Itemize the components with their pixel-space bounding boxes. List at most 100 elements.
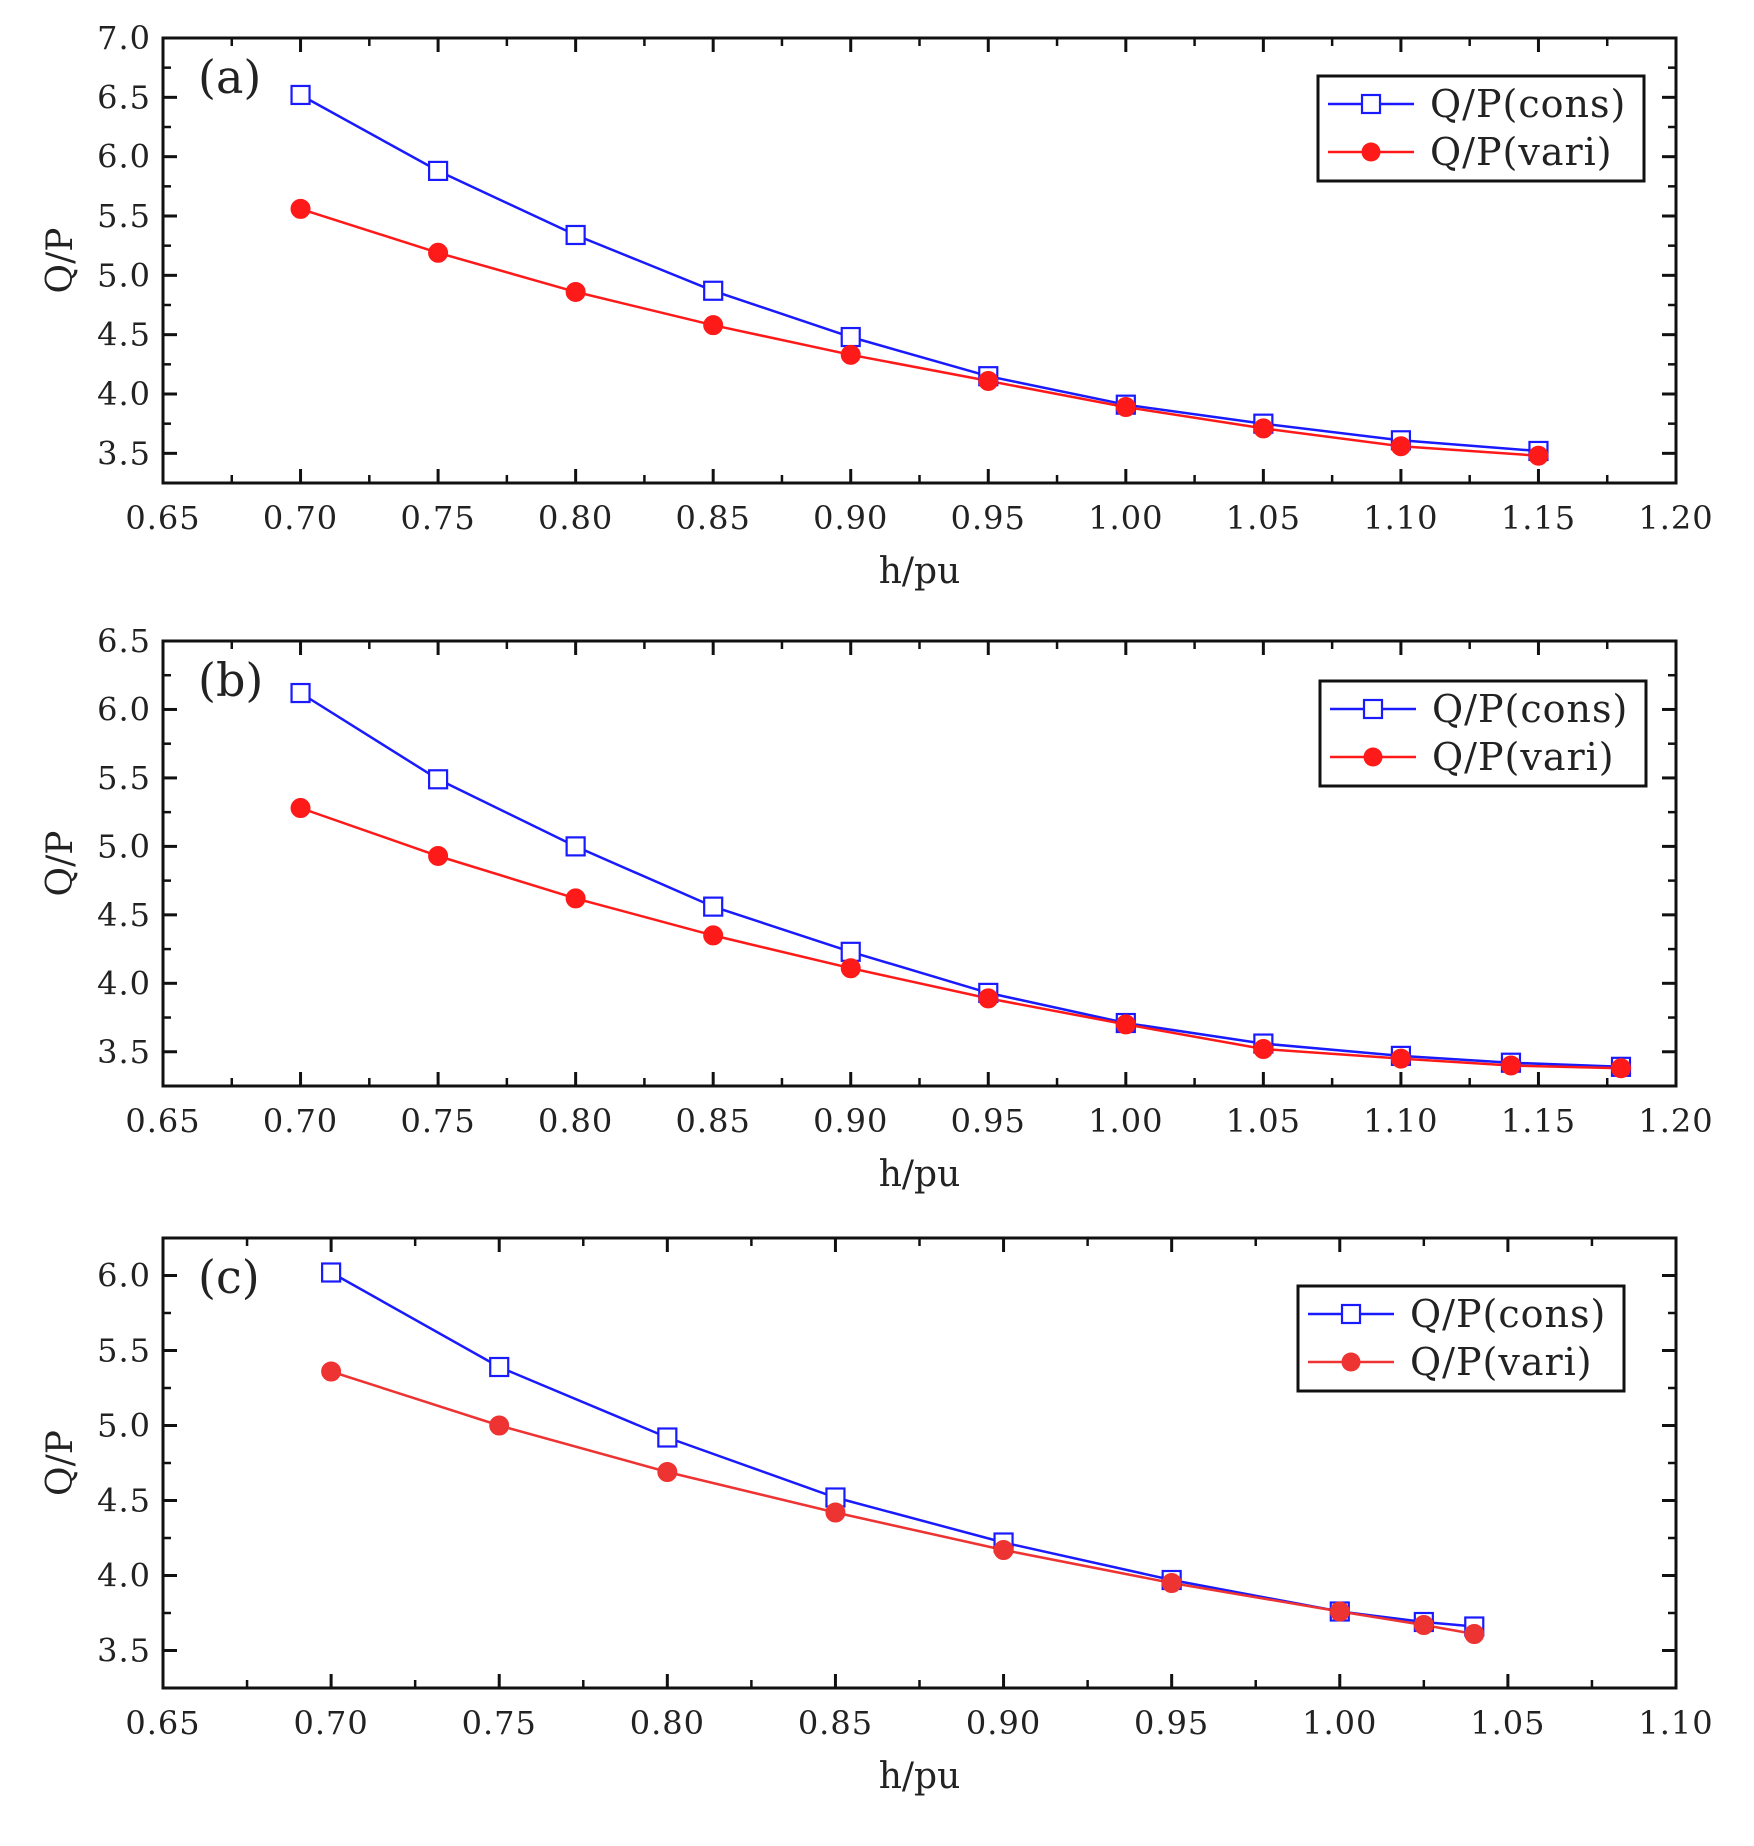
y-tick-label: 6.0 (97, 690, 151, 728)
y-tick-label: 5.5 (97, 197, 151, 235)
y-tick-label: 4.0 (97, 964, 151, 1002)
data-point-vari (978, 370, 999, 391)
y-axis-title: Q/P (40, 831, 81, 897)
y-tick-label: 5.0 (97, 1407, 151, 1445)
x-tick-label: 0.90 (966, 1704, 1041, 1742)
y-axis-title: Q/P (40, 228, 81, 294)
legend: Q/P(cons)Q/P(vari) (1296, 1284, 1626, 1393)
data-point-cons (703, 896, 724, 917)
x-tick-label: 0.95 (951, 499, 1026, 537)
data-point-cons (565, 836, 586, 857)
y-tick-label: 5.5 (97, 1332, 151, 1370)
x-tick-label: 0.85 (676, 499, 751, 537)
panel-label: (b) (198, 653, 263, 707)
y-tick-label: 5.0 (97, 256, 151, 294)
data-point-vari (1329, 1601, 1350, 1622)
x-axis-title: h/pu (879, 1154, 961, 1195)
data-point-vari (428, 242, 449, 263)
data-point-vari (840, 958, 861, 979)
legend-label-vari: Q/P(vari) (1430, 130, 1613, 174)
data-point-cons (321, 1262, 342, 1283)
data-point-vari (1253, 1039, 1274, 1060)
data-point-cons (290, 84, 311, 106)
legend-marker-circle-icon (1361, 142, 1381, 162)
x-tick-label: 0.75 (400, 499, 475, 537)
x-tick-label: 0.90 (813, 1102, 888, 1140)
data-point-vari (703, 925, 724, 946)
data-point-vari (290, 198, 311, 219)
data-point-vari (321, 1361, 342, 1382)
x-tick-label: 1.10 (1638, 1704, 1713, 1742)
legend-box (1318, 679, 1648, 788)
data-point-cons (703, 280, 724, 301)
legend: Q/P(cons)Q/P(vari) (1318, 679, 1648, 788)
data-point-cons (290, 682, 311, 704)
series-line-vari (300, 207, 1539, 457)
data-point-cons (657, 1427, 678, 1448)
x-tick-label: 1.00 (1302, 1704, 1377, 1742)
panel-a: 0.65 0.70 0.75 0.80 0.85 0.90 0.95 1.00 1.05 1.10… (40, 19, 1713, 592)
x-tick-label: 0.80 (538, 1102, 613, 1140)
legend-marker-square-icon (1360, 93, 1382, 115)
x-axis-title: h/pu (879, 551, 961, 592)
legend-box (1296, 1284, 1626, 1393)
x-tick-label: 0.70 (263, 499, 338, 537)
y-tick-label: 4.5 (97, 1482, 151, 1520)
data-point-cons (565, 224, 586, 246)
y-tick-label: 5.0 (97, 827, 151, 865)
y-tick-label: 4.0 (97, 375, 151, 413)
x-tick-label: 0.75 (400, 1102, 475, 1140)
x-tick-label: 1.15 (1501, 499, 1576, 537)
data-point-vari (1500, 1055, 1521, 1076)
x-tick-label: 0.95 (1134, 1704, 1209, 1742)
data-point-vari (1464, 1624, 1485, 1644)
y-tick-label: 6.0 (97, 1257, 151, 1295)
data-point-vari (1390, 1048, 1411, 1069)
y-tick-label: 5.5 (97, 759, 151, 797)
x-tick-label: 0.70 (263, 1102, 338, 1140)
y-tick-label: 3.5 (97, 434, 151, 472)
x-tick-label: 1.10 (1363, 499, 1438, 537)
data-point-cons (840, 326, 861, 348)
legend-label-vari: Q/P(vari) (1432, 735, 1615, 779)
data-point-cons (489, 1356, 510, 1378)
x-tick-label: 0.65 (125, 499, 200, 537)
y-tick-label: 6.5 (97, 78, 151, 116)
data-point-vari (1253, 418, 1274, 439)
data-point-cons (840, 941, 861, 962)
panel-label: (c) (198, 1250, 260, 1304)
y-tick-label: 3.5 (97, 1033, 151, 1071)
data-point-vari (993, 1540, 1014, 1560)
data-point-vari (565, 281, 586, 302)
data-point-vari (489, 1415, 510, 1436)
data-point-vari (1610, 1058, 1631, 1079)
x-tick-label: 1.05 (1470, 1704, 1545, 1742)
x-tick-label: 0.85 (798, 1704, 873, 1742)
x-tick-label: 1.20 (1638, 499, 1713, 537)
series-line-cons (299, 93, 1539, 453)
x-tick-label: 1.00 (1088, 499, 1163, 537)
y-tick-label: 6.0 (97, 138, 151, 176)
panel-b: 0.65 0.70 0.75 0.80 0.85 0.90 0.95 1.00 1.05 1.10… (40, 622, 1713, 1195)
data-point-vari (978, 988, 999, 1009)
legend: Q/P(cons)Q/P(vari) (1316, 74, 1646, 183)
panel-label: (a) (198, 50, 261, 104)
y-tick-label: 7.0 (97, 19, 151, 57)
x-tick-label: 0.75 (462, 1704, 537, 1742)
panel-c: 0.65 0.70 0.75 0.80 0.85 0.90 0.95 1.00 1.05 1.10… (40, 1236, 1713, 1797)
x-tick-label: 0.85 (676, 1102, 751, 1140)
legend-marker-circle-icon (1363, 747, 1383, 767)
legend-label-cons: Q/P(cons) (1430, 82, 1626, 126)
y-tick-label: 3.5 (97, 1632, 151, 1670)
data-point-cons (427, 769, 449, 790)
x-tick-label: 0.65 (125, 1102, 200, 1140)
x-axis-title: h/pu (879, 1756, 961, 1797)
x-tick-label: 1.20 (1638, 1102, 1713, 1140)
x-tick-label: 0.90 (813, 499, 888, 537)
x-tick-label: 0.70 (293, 1704, 368, 1742)
y-tick-label: 4.5 (97, 316, 151, 354)
data-point-vari (565, 888, 586, 909)
data-point-vari (703, 315, 724, 336)
data-point-vari (1413, 1615, 1434, 1635)
